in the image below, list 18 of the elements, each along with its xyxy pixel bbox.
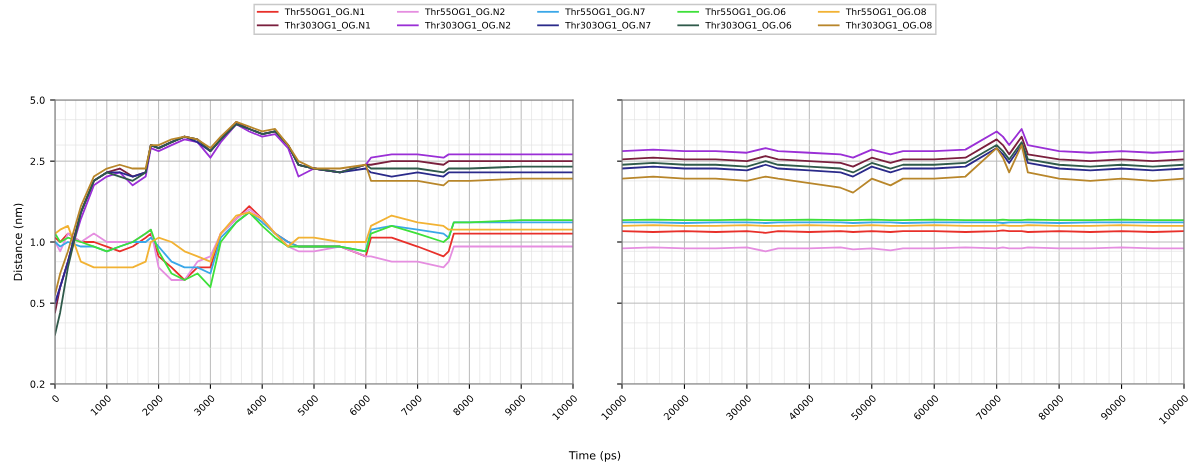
legend-label: Thr303OG1_OG.O8 [845,21,932,31]
legend-label: Thr55OG1_OG.O8 [845,8,926,18]
legend-label: Thr303OG1_OG.O6 [705,21,792,31]
x-tick-label: 0 [51,394,60,403]
legend-label: Thr55OG1_OG.N2 [424,8,505,18]
y-tick-label: 1.0 [30,238,45,246]
legend-label: Thr303OG1_OG.N7 [565,21,651,31]
legend-label: Thr303OG1_OG.N2 [424,21,511,31]
y-tick-label: 0.5 [30,299,45,307]
y-axis-title: Distance (nm) [13,203,24,281]
y-tick-label: 2.5 [30,157,45,165]
legend-label: Thr55OG1_OG.N1 [284,8,365,18]
y-tick-label: 0.2 [30,380,45,388]
legend-label: Thr303OG1_OG.N1 [284,21,371,31]
y-tick-label: 5.0 [30,96,45,104]
x-axis-title: Time (ps) [568,450,621,462]
legend-label: Thr55OG1_OG.N7 [565,8,645,18]
legend-label: Thr55OG1_OG.O6 [705,8,786,18]
